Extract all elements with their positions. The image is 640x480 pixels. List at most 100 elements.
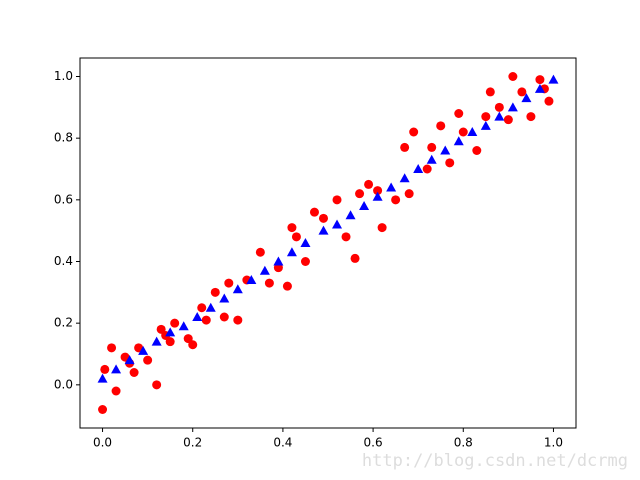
- point: [183, 334, 193, 344]
- point: [107, 343, 117, 353]
- x-tick-label: 0.2: [183, 436, 202, 450]
- x-tick-label: 0.0: [93, 436, 112, 450]
- y-tick-label: 0.4: [54, 254, 73, 268]
- triangle-point: [494, 111, 505, 121]
- point: [472, 146, 482, 155]
- triangle-point: [453, 136, 464, 146]
- x-tick-label: 0.4: [273, 436, 292, 450]
- triangle-point: [192, 312, 203, 321]
- triangle-point: [386, 182, 397, 192]
- triangle-point: [372, 191, 383, 201]
- triangle-point: [300, 238, 311, 247]
- triangle-point: [480, 120, 491, 130]
- point: [454, 109, 464, 118]
- triangle-point: [507, 102, 518, 112]
- point: [165, 337, 175, 347]
- point: [503, 115, 513, 125]
- point: [318, 213, 328, 223]
- point: [481, 112, 491, 122]
- y-tick-label: 0.6: [54, 192, 73, 206]
- point: [188, 340, 198, 350]
- point: [282, 281, 292, 291]
- triangle-point: [273, 256, 284, 266]
- x-tick-label: 0.8: [454, 436, 473, 450]
- point: [404, 189, 414, 199]
- triangle-point: [399, 173, 410, 183]
- point: [400, 142, 410, 152]
- point: [210, 287, 220, 297]
- point: [143, 355, 153, 365]
- triangle-point: [138, 345, 149, 355]
- triangle-point: [165, 327, 176, 337]
- triangle-point: [440, 145, 451, 155]
- x-tick-label: 1.0: [544, 436, 563, 450]
- triangle-point: [151, 336, 162, 346]
- point: [377, 223, 387, 233]
- triangle-point: [97, 373, 108, 383]
- triangle-point: [413, 164, 424, 173]
- triangle-point: [124, 355, 135, 365]
- point: [355, 189, 365, 199]
- triangle-point: [286, 247, 297, 257]
- point: [170, 318, 180, 328]
- point: [508, 72, 518, 81]
- triangle-point: [521, 93, 532, 103]
- point: [255, 247, 265, 257]
- point: [422, 164, 432, 174]
- point: [373, 186, 383, 196]
- triangle-point: [318, 225, 329, 235]
- point: [111, 386, 121, 396]
- point: [517, 87, 527, 97]
- y-tick-label: 0.2: [54, 316, 73, 330]
- y-tick-label: 1.0: [54, 69, 73, 83]
- triangle-point: [205, 302, 216, 312]
- point: [156, 324, 166, 334]
- point: [391, 195, 401, 205]
- triangle-point: [467, 127, 478, 136]
- y-tick-label: 0.0: [54, 377, 73, 391]
- point: [219, 312, 229, 322]
- point: [224, 278, 234, 288]
- point: [341, 232, 351, 242]
- triangle-point: [111, 364, 122, 374]
- point: [350, 253, 360, 263]
- point: [300, 257, 310, 266]
- plot-frame: [79, 57, 577, 429]
- point: [291, 232, 301, 242]
- triangle-point: [246, 275, 257, 284]
- point: [485, 87, 495, 97]
- triangle-point: [332, 219, 343, 229]
- point: [436, 121, 446, 131]
- triangle-point: [232, 284, 243, 294]
- point: [364, 179, 374, 189]
- triangle-point: [426, 154, 437, 164]
- point: [535, 75, 545, 85]
- point: [427, 142, 437, 152]
- point: [201, 315, 211, 325]
- point: [409, 127, 419, 137]
- triangle-point: [219, 293, 230, 303]
- triangle-point: [345, 210, 356, 220]
- point: [458, 127, 468, 137]
- y-tick-label: 0.8: [54, 131, 73, 145]
- x-tick-label: 0.6: [364, 436, 383, 450]
- point: [152, 380, 162, 390]
- point: [129, 368, 139, 377]
- point: [309, 207, 319, 217]
- triangle-point: [178, 321, 189, 331]
- triangle-point: [534, 83, 545, 93]
- point: [287, 223, 297, 233]
- point: [544, 96, 554, 106]
- point: [332, 195, 342, 205]
- triangle-point: [359, 201, 370, 210]
- point: [98, 405, 108, 414]
- point: [233, 315, 243, 325]
- triangle-point: [259, 265, 270, 275]
- point: [494, 102, 504, 112]
- point: [197, 303, 207, 313]
- point: [264, 278, 274, 288]
- watermark: http://blog.csdn.net/dcrmg: [362, 451, 628, 471]
- triangle-point: [548, 74, 559, 84]
- point: [445, 158, 455, 168]
